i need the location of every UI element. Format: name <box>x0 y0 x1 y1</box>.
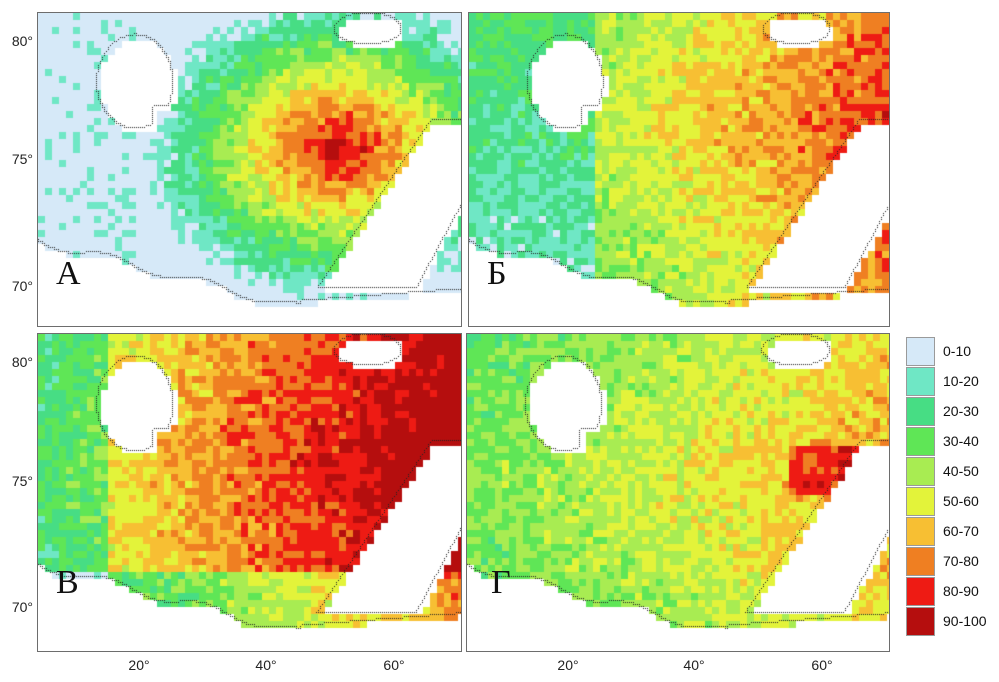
legend-item: 30-40 <box>906 427 996 457</box>
concentration-map-a <box>38 13 461 326</box>
legend-item: 70-80 <box>906 547 996 577</box>
legend-label: 30-40 <box>943 433 979 449</box>
panel-label-a: А <box>56 255 81 292</box>
legend-item: 10-20 <box>906 367 996 397</box>
lat-tick-75-top: 75° <box>11 151 33 167</box>
lon-tick-20-right: 20° <box>557 657 579 673</box>
legend-item: 80-90 <box>906 577 996 607</box>
legend-swatch <box>906 607 935 636</box>
map-panel-b: Б <box>468 12 890 327</box>
concentration-map-g <box>467 334 889 651</box>
legend-label: 0-10 <box>943 343 972 359</box>
legend-swatch <box>906 577 935 606</box>
legend-swatch <box>906 397 935 426</box>
lon-tick-60-right: 60° <box>811 657 833 673</box>
map-panel-g: Г <box>466 333 890 652</box>
lat-tick-70-bottom: 70° <box>11 599 33 615</box>
legend-swatch <box>906 487 935 516</box>
lat-tick-70-top: 70° <box>11 278 33 294</box>
legend-item: 50-60 <box>906 487 996 517</box>
legend-item: 40-50 <box>906 457 996 487</box>
lon-tick-20-left: 20° <box>128 657 150 673</box>
lat-tick-75-bottom: 75° <box>11 473 33 489</box>
legend-label: 80-90 <box>943 583 979 599</box>
legend-item: 60-70 <box>906 517 996 547</box>
legend-label: 10-20 <box>943 373 979 389</box>
legend-item: 0-10 <box>906 337 996 367</box>
lat-tick-80-top: 80° <box>11 33 33 49</box>
legend-item: 20-30 <box>906 397 996 427</box>
legend-swatch <box>906 457 935 486</box>
legend-swatch <box>906 427 935 456</box>
lon-tick-60-left: 60° <box>383 657 405 673</box>
legend-swatch <box>906 337 935 366</box>
legend-item: 90-100 <box>906 607 996 637</box>
map-panel-v: В <box>37 333 462 652</box>
legend-label: 60-70 <box>943 523 979 539</box>
lon-tick-40-left: 40° <box>255 657 277 673</box>
panel-label-v: В <box>56 564 79 601</box>
map-panel-a: А <box>37 12 462 327</box>
legend-label: 70-80 <box>943 553 979 569</box>
panel-label-g: Г <box>491 564 511 601</box>
lon-tick-40-right: 40° <box>683 657 705 673</box>
legend-label: 40-50 <box>943 463 979 479</box>
lat-tick-80-bottom: 80° <box>11 354 33 370</box>
concentration-map-b <box>469 13 889 326</box>
concentration-map-v <box>38 334 461 651</box>
legend-swatch <box>906 517 935 546</box>
legend-swatch <box>906 547 935 576</box>
legend-swatch <box>906 367 935 396</box>
legend-label: 20-30 <box>943 403 979 419</box>
legend-label: 50-60 <box>943 493 979 509</box>
legend-label: 90-100 <box>943 613 987 629</box>
panel-label-b: Б <box>487 255 507 292</box>
